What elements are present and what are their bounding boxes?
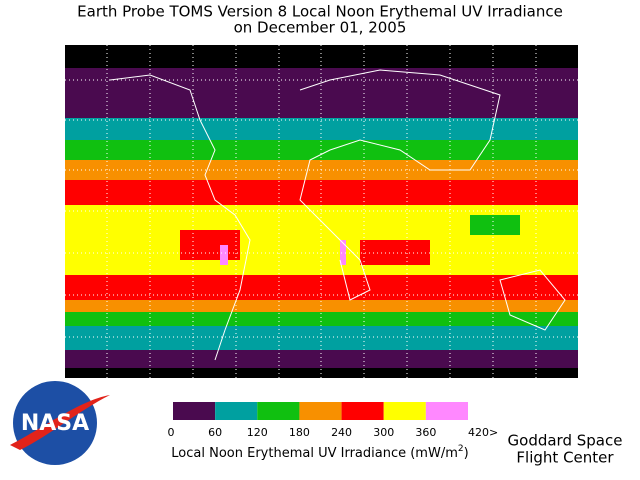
colorbar-tick-label: 0 — [168, 426, 175, 439]
colorbar-tick-label: 300 — [373, 426, 394, 439]
map-coastlines — [109, 69, 566, 361]
colorbar-tick-label: 420> — [468, 426, 498, 439]
legend: 0 60 120 180 240 300 360 420> — [168, 402, 498, 439]
colorbar-tick-label: 60 — [208, 426, 222, 439]
colorbar-segment — [257, 402, 300, 420]
credit-line: Goddard Space — [508, 432, 623, 450]
legend-label-text: Local Noon Erythemal UV Irradiance (mW/m — [171, 446, 458, 461]
logo-text: NASA — [21, 411, 89, 436]
map-band — [65, 350, 578, 368]
colorbar-tick-label: 240 — [331, 426, 352, 439]
legend-label: Local Noon Erythemal UV Irradiance (mW/m… — [171, 444, 468, 461]
map-patch — [220, 245, 228, 265]
map-band — [65, 180, 578, 205]
colorbar-segment — [425, 402, 468, 420]
colorbar-tick-label: 360 — [415, 426, 436, 439]
title-line: Earth Probe TOMS Version 8 Local Noon Er… — [77, 3, 563, 21]
colorbar-tick-label: 180 — [289, 426, 310, 439]
map-graticule — [65, 45, 578, 378]
map-patch — [470, 215, 520, 235]
colorbar-segment — [299, 402, 342, 420]
map-patch — [180, 230, 240, 260]
colorbar-segment — [383, 402, 426, 420]
legend-label-end: ) — [464, 446, 469, 461]
map-patch — [340, 240, 346, 265]
map — [65, 45, 578, 378]
colorbar-segment — [173, 402, 216, 420]
nasa-logo: NASA — [10, 381, 110, 465]
map-patch — [360, 240, 430, 265]
legend-label-sup: 2 — [458, 444, 464, 454]
map-band — [65, 275, 578, 300]
colorbar-segment — [215, 402, 258, 420]
map-band — [65, 312, 578, 326]
credit-line: Flight Center — [516, 449, 614, 467]
colorbar-segment — [341, 402, 384, 420]
colorbar-tick-label: 120 — [247, 426, 268, 439]
title-line: on December 01, 2005 — [234, 19, 407, 37]
logo-swoosh — [10, 395, 110, 450]
